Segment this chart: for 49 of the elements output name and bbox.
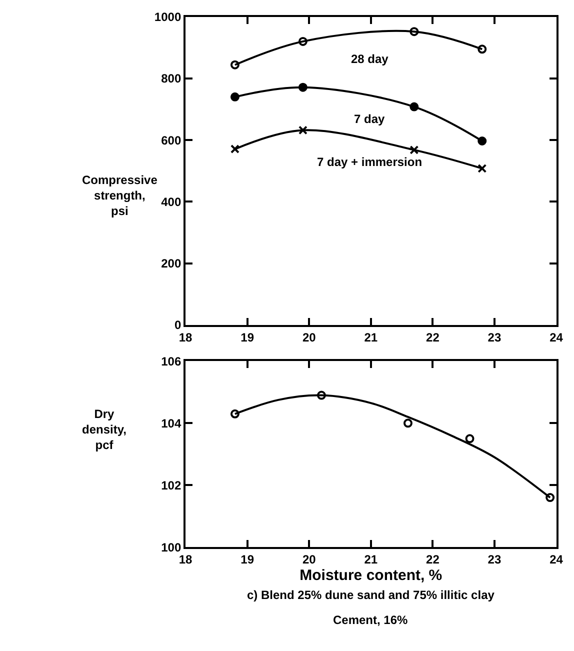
y-axis-title: Dry density, pcf <box>82 407 126 452</box>
point <box>230 92 240 102</box>
x-tick-label: 21 <box>364 552 378 567</box>
y-axis-title: Compressive strength, psi <box>82 173 158 218</box>
point <box>465 434 474 444</box>
series-label: 7 day <box>354 112 386 126</box>
y-tick-label: 0 <box>174 318 182 332</box>
y-tick-label: 1000 <box>154 10 182 24</box>
point <box>546 493 555 502</box>
text: Cement, 16% <box>333 613 408 627</box>
x-tick-label: 20 <box>302 330 316 344</box>
point <box>230 409 240 418</box>
x-axis-title: Moisture content, % <box>300 567 442 584</box>
x-tick-label: 23 <box>488 552 502 567</box>
point <box>230 144 240 154</box>
point <box>478 136 487 146</box>
point <box>298 126 308 135</box>
point <box>410 27 419 36</box>
x-tick-label: 18 <box>178 552 193 567</box>
x-tick-label: 20 <box>302 552 316 567</box>
y-tick-label: 400 <box>161 194 182 209</box>
point <box>230 60 240 70</box>
point <box>298 82 308 92</box>
point <box>478 44 487 54</box>
point <box>410 102 419 112</box>
y-tick-label: 102 <box>161 478 182 492</box>
y-tick-label: 100 <box>161 540 182 554</box>
y-tick-label: 600 <box>161 133 182 148</box>
y-tick-label: 800 <box>161 72 182 86</box>
x-tick-label: 19 <box>240 552 254 567</box>
x-tick-label: 21 <box>364 330 378 344</box>
x-tick-label: 22 <box>426 330 440 344</box>
x-tick-label: 23 <box>488 330 502 344</box>
x-tick-label: 18 <box>178 330 193 344</box>
x-tick-label: 24 <box>550 552 564 567</box>
y-tick-label: 200 <box>161 256 182 271</box>
point <box>403 418 412 428</box>
point <box>316 390 326 400</box>
x-tick-label: 19 <box>240 330 254 344</box>
series-label: 7 day + immersion <box>317 155 422 169</box>
point <box>478 164 487 173</box>
series-label: 28 day <box>351 52 389 66</box>
text: c) Blend 25% dune sand and 75% illitic clay <box>247 588 495 602</box>
point <box>298 36 308 46</box>
y-tick-label: 106 <box>161 354 182 368</box>
point <box>410 145 419 154</box>
y-tick-label: 104 <box>161 416 182 430</box>
x-tick-label: 22 <box>426 552 440 567</box>
x-tick-label: 24 <box>550 330 564 344</box>
